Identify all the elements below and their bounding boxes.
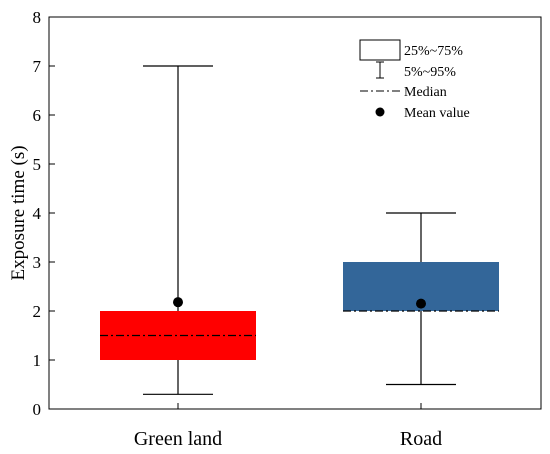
x-tick-label: Green land [134,428,222,450]
x-axis: Green land Road [134,403,442,450]
legend-mean-symbol [375,107,385,117]
legend-mean-label: Mean value [404,106,470,121]
y-tick-label: 4 [33,204,42,223]
y-tick-label: 1 [33,351,42,370]
y-tick-label: 3 [33,253,42,272]
y-axis-title: Exposure time (s) [8,145,29,280]
y-tick-label: 7 [33,57,42,76]
legend: 25%~75% 5%~95% Median Mean value [359,39,470,121]
y-tick-label: 8 [33,8,42,27]
boxes-group [100,65,499,395]
legend-box-label: 25%~75% [404,44,463,59]
legend-box-swatch [359,39,401,61]
mean-point [173,297,183,308]
y-axis: 0 1 2 3 4 5 6 7 8 [33,8,55,419]
y-tick-label: 5 [33,155,42,174]
x-tick-label: Road [400,428,442,450]
legend-median-label: Median [404,85,447,100]
y-tick-label: 0 [33,400,42,419]
legend-whisker-symbol [376,61,384,79]
legend-whisker-label: 5%~95% [404,65,456,80]
y-tick-label: 6 [33,106,42,125]
y-tick-label: 2 [33,302,42,321]
mean-point [416,298,426,309]
